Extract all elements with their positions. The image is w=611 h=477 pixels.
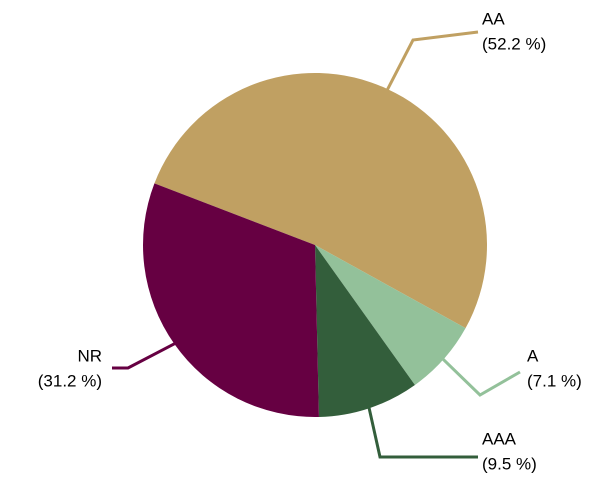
value-label: (7.1 %) [527, 371, 582, 390]
value-label: (31.2 %) [38, 371, 102, 390]
leader-line [367, 405, 478, 459]
pie-slice [315, 245, 466, 385]
value-label: (9.5 %) [482, 454, 537, 473]
value-label: (52.2 %) [482, 34, 546, 53]
slice-label: AAA [482, 429, 517, 448]
leader-line [385, 30, 479, 92]
leader-line [112, 341, 177, 370]
pie-slice [315, 245, 415, 417]
leader-line [440, 357, 521, 397]
pie-slice [143, 183, 319, 417]
slice-label: AA [482, 9, 505, 28]
slice-label: A [527, 346, 539, 365]
pie-slice [154, 72, 488, 329]
slice-label: NR [77, 346, 102, 365]
